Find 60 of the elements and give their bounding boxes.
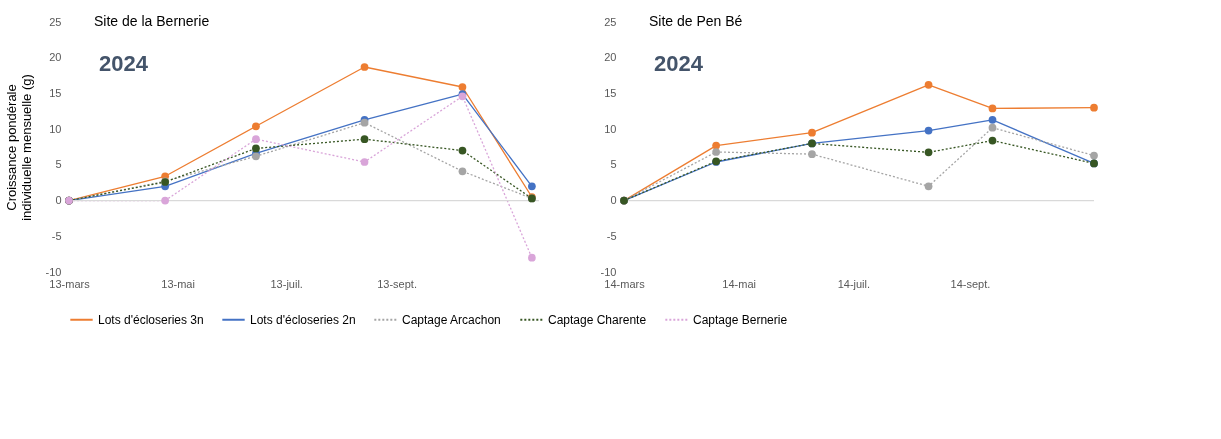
point [1090,151,1098,160]
text: 2024 [654,51,704,76]
y-tick-label: 25 [49,15,62,28]
x-tick-label: 13-mai [161,277,195,290]
y-tick-label: -5 [51,229,62,242]
y-tick-label: 10 [604,122,617,135]
point [252,144,260,153]
y-tick-label: 15 [604,86,617,99]
point [252,135,260,144]
point [988,104,997,113]
y-tick-label: -5 [606,229,617,242]
chart-title: Site de Pen Bé [649,13,743,29]
point [360,135,369,144]
point [988,123,997,132]
point [360,158,369,166]
y-tick-label: 25 [604,15,617,28]
point [360,63,369,71]
point [988,136,997,145]
point [1090,103,1098,112]
point [924,80,933,89]
legend-label: Captage Charente [548,312,647,327]
y-tick-label: -10 [45,265,62,278]
y-tick-label: 0 [55,194,62,207]
point [458,167,467,176]
point [808,128,816,137]
point [712,148,720,156]
y-tick-label: 10 [49,122,62,135]
point [528,182,536,191]
point [161,196,170,205]
point [528,253,536,262]
y-tick-label: -10 [600,265,617,278]
x-tick-label: 14-mars [604,277,646,290]
x-tick-label: 14-juil. [837,277,871,290]
point [808,150,816,159]
x-tick-label: 14-sept. [950,277,991,290]
y-axis-title: Croissance pondérale individuelle mensuelle (g) [3,74,34,221]
y-tick-label: 20 [49,51,62,64]
y-tick-label: 0 [610,194,617,207]
text: 2024 [99,51,149,76]
legend-label: Lots d'écloseries 3n [98,312,204,327]
x-tick-label: 13-mars [49,277,91,290]
y-tick-label: 20 [604,51,617,64]
point [924,126,933,135]
y-tick-label: 5 [610,158,617,171]
point [924,148,933,157]
y-tick-label: 15 [49,86,62,99]
x-tick-label: 13-juil. [270,277,303,290]
legend-label: Captage Arcachon [402,312,501,327]
point [712,141,720,150]
point [458,146,467,155]
legend-label: Lots d'écloseries 2n [250,312,356,327]
point [458,83,467,91]
chart-title: Site de la Bernerie [94,13,210,29]
x-tick-label: 13-sept. [377,277,417,290]
y-tick-label: 5 [55,158,62,171]
x-tick-label: 14-mai [722,277,756,290]
legend-label: Captage Bernerie [693,312,788,327]
point [252,122,260,131]
point [988,115,997,124]
point [924,182,933,191]
